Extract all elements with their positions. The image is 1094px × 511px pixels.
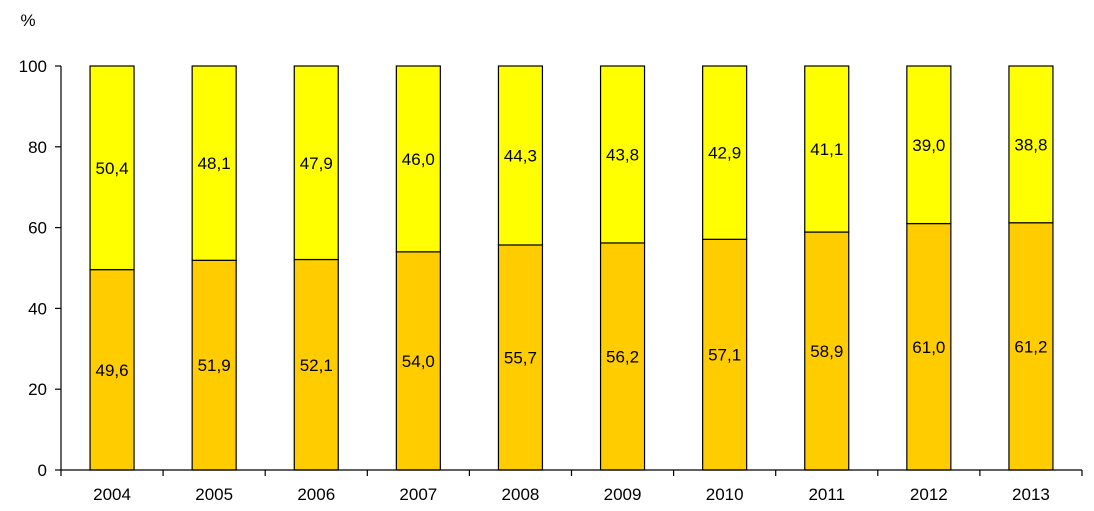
- bar-2012-segment-2: [906, 65, 952, 225]
- data-label-2005-segment-1: 51,9: [198, 356, 231, 375]
- data-label-2006-segment-2: 47,9: [300, 154, 333, 173]
- data-label-2007-segment-1: 54,0: [402, 352, 435, 371]
- bar-2007-segment-2: [395, 65, 441, 253]
- data-label-2011-segment-2: 41,1: [810, 140, 843, 159]
- data-label-2012-segment-1: 61,0: [912, 338, 945, 357]
- x-tick-label-2009: 2009: [604, 485, 642, 504]
- y-tick-label-80: 80: [28, 138, 47, 157]
- x-tick-label-2008: 2008: [502, 485, 540, 504]
- y-tick-label-0: 0: [38, 461, 47, 480]
- data-label-2004-segment-1: 49,6: [96, 361, 129, 380]
- data-label-2011-segment-1: 58,9: [810, 342, 843, 361]
- data-label-2008-segment-1: 55,7: [504, 348, 537, 367]
- bar-2005-segment-2: [191, 65, 237, 261]
- data-labels-group: 49,6 50,4 51,9 48,1 52,1 47,9 54,0 46,0 55,7 44,3…: [96, 135, 1048, 379]
- data-label-2009-segment-1: 56,2: [606, 347, 639, 366]
- x-tick-label-2005: 2005: [195, 485, 233, 504]
- bar-2012-segment-1: [906, 222, 952, 471]
- bar-2011-segment-2: [804, 65, 850, 233]
- x-tick-label-2007: 2007: [399, 485, 437, 504]
- x-tick-label-2013: 2013: [1012, 485, 1050, 504]
- y-tick-label-100: 100: [19, 57, 47, 76]
- y-tick-label-20: 20: [28, 380, 47, 399]
- bar-2009-segment-2: [599, 65, 646, 244]
- y-axis-unit-label: %: [20, 11, 35, 30]
- data-label-2006-segment-1: 52,1: [300, 356, 333, 375]
- x-tick-label-2004: 2004: [93, 485, 131, 504]
- bar-2013-segment-1: [1008, 222, 1054, 471]
- data-label-2009-segment-2: 43,8: [606, 145, 639, 164]
- data-label-2010-segment-2: 42,9: [708, 144, 741, 163]
- bar-2004-segment-2: [89, 65, 135, 271]
- data-label-2013-segment-1: 61,2: [1014, 337, 1047, 356]
- bar-2004-segment-1: [89, 269, 135, 471]
- data-label-2004-segment-2: 50,4: [96, 159, 129, 178]
- x-tick-label-2010: 2010: [706, 485, 744, 504]
- y-tick-label-60: 60: [28, 219, 47, 238]
- x-tick-label-2012: 2012: [910, 485, 948, 504]
- x-tick-label-2011: 2011: [808, 485, 845, 504]
- data-label-2010-segment-1: 57,1: [708, 346, 741, 365]
- x-tick-label-2006: 2006: [297, 485, 335, 504]
- axes-group: 0 20 40 60 80 100 2004 2005 2006 2007 2008 2009 2010…: [19, 57, 1083, 504]
- bar-2010-segment-2: [702, 65, 748, 240]
- data-label-2008-segment-2: 44,3: [504, 146, 537, 165]
- data-label-2013-segment-2: 38,8: [1014, 135, 1047, 154]
- bar-2009-segment-1: [599, 242, 646, 471]
- bar-2013-segment-2: [1008, 65, 1054, 224]
- bar-2006-segment-2: [293, 65, 339, 261]
- data-label-2005-segment-2: 48,1: [198, 154, 231, 173]
- data-label-2007-segment-2: 46,0: [402, 150, 435, 169]
- bars-group: [89, 65, 1054, 471]
- y-tick-label-40: 40: [28, 299, 47, 318]
- bar-2008-segment-2: [497, 65, 544, 246]
- data-label-2012-segment-2: 39,0: [912, 136, 945, 155]
